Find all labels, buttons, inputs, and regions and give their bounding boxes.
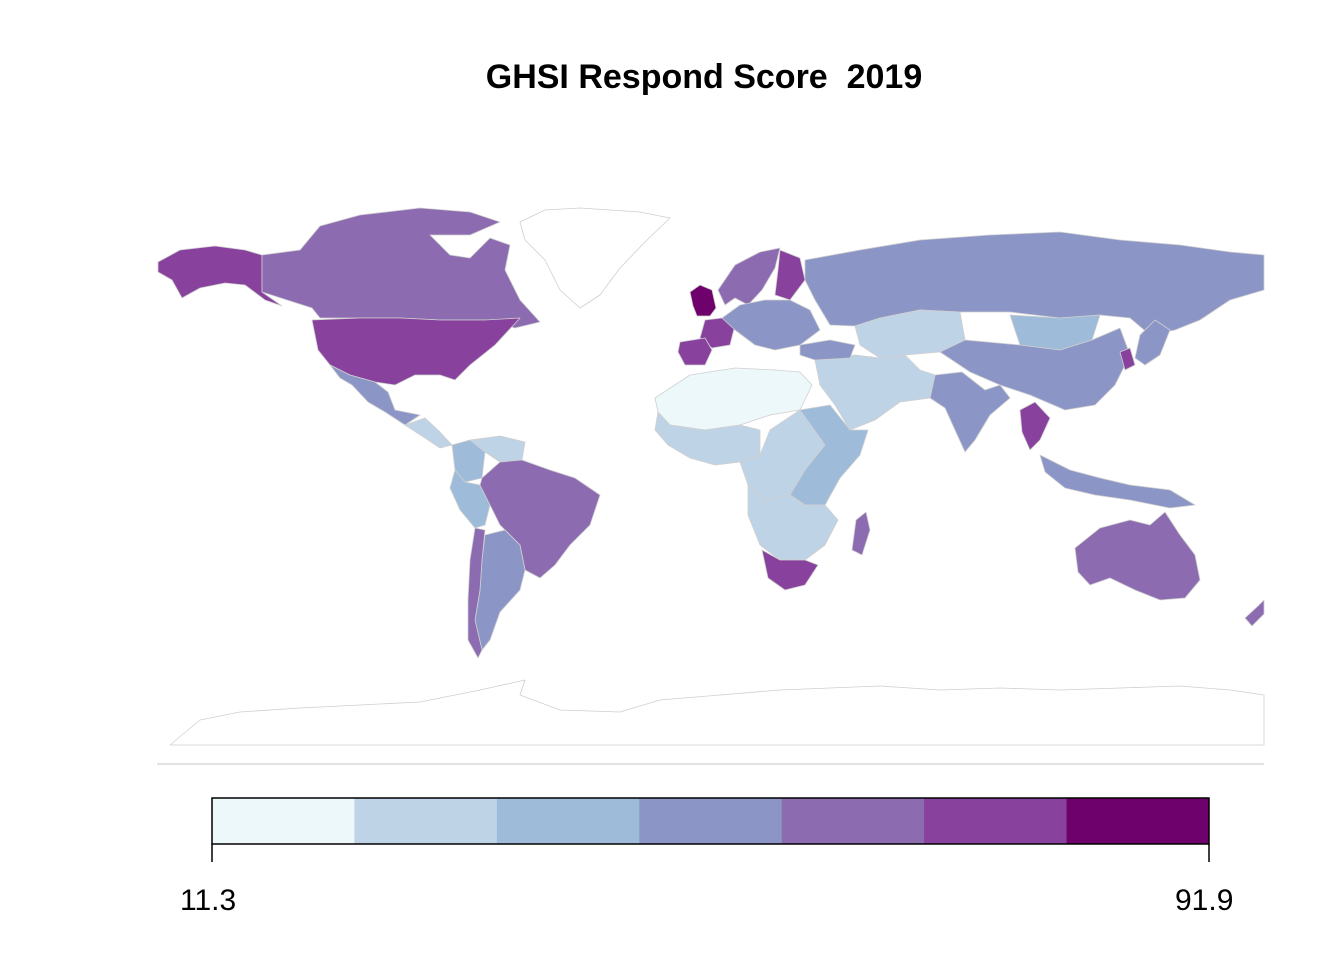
legend-bin-4 xyxy=(639,798,783,844)
region-australia xyxy=(1074,511,1201,601)
region-norway-sweden xyxy=(717,247,781,306)
map-title: GHSI Respond Score 2019 xyxy=(485,58,923,96)
region-east-africa xyxy=(789,404,869,506)
region-greenland xyxy=(519,207,671,309)
region-mexico xyxy=(329,364,421,426)
legend-bin-6 xyxy=(924,798,1068,844)
legend-bin-5 xyxy=(781,798,925,844)
legend-frame xyxy=(211,797,1210,845)
legend-max-label: 91.9 xyxy=(1175,884,1234,917)
legend-bin-1 xyxy=(212,798,355,844)
region-southern-africa xyxy=(747,484,839,561)
region-china xyxy=(939,327,1131,411)
region-new-zealand xyxy=(1244,599,1265,627)
region-thailand xyxy=(1019,401,1051,451)
legend-bin-3 xyxy=(496,798,640,844)
region-chile xyxy=(467,527,486,659)
region-south-korea xyxy=(1119,347,1136,371)
region-peru xyxy=(449,469,491,529)
region-turkey xyxy=(799,339,856,361)
region-middle-east xyxy=(814,354,936,431)
legend-min-label: 11.3 xyxy=(180,884,237,917)
region-antarctica xyxy=(169,679,1265,746)
legend-bin-7 xyxy=(1066,798,1210,844)
region-central-europe xyxy=(721,299,821,351)
region-spain xyxy=(677,337,713,366)
region-madagascar xyxy=(851,511,871,556)
region-alaska xyxy=(157,245,283,307)
region-japan xyxy=(1134,319,1171,366)
region-united-kingdom xyxy=(689,284,717,317)
region-indonesia xyxy=(1039,454,1196,509)
region-south-africa xyxy=(761,549,819,591)
region-india xyxy=(929,371,1011,453)
region-brazil xyxy=(479,459,601,579)
legend-bin-2 xyxy=(354,798,498,844)
